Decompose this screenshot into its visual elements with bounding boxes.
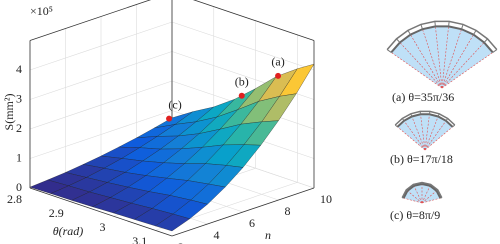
- fan-cable: [403, 197, 423, 204]
- fan-truss: [473, 30, 477, 35]
- fan-membrane: [397, 114, 453, 150]
- surface-patch: [154, 213, 191, 232]
- y-tick-label: 10: [320, 192, 332, 206]
- fan-membrane: [403, 184, 441, 203]
- axis-line: [29, 0, 152, 41]
- fan-cable: [411, 116, 426, 151]
- fan-truss: [386, 20, 498, 51]
- fan-truss: [448, 21, 450, 27]
- fan-truss: [434, 21, 436, 27]
- fan-cable: [424, 126, 453, 151]
- z-tick-label: 0: [16, 180, 22, 194]
- caption: (b) θ=17π/18: [390, 152, 453, 166]
- fan-truss: [412, 184, 415, 186]
- fan-truss: [401, 118, 405, 122]
- caption: (c) θ=8π/9: [390, 208, 440, 222]
- exponent-label: ×10⁵: [30, 4, 53, 18]
- fan-truss: [492, 49, 498, 53]
- fan-truss: [394, 110, 456, 126]
- z-tick-label: 3: [16, 91, 22, 105]
- x-axis-label: θ(rad): [53, 224, 84, 238]
- marker-point: [166, 115, 173, 122]
- fan-truss: [437, 113, 440, 117]
- fan-cable: [403, 120, 426, 151]
- point-label: (b): [235, 74, 249, 88]
- y-tick-label: 6: [249, 216, 255, 230]
- y-tick-label: 8: [285, 204, 291, 218]
- fan-truss: [436, 189, 439, 192]
- fan-cable: [421, 185, 431, 204]
- point-label: (c): [168, 97, 181, 111]
- fan-truss: [407, 30, 411, 35]
- fan-truss: [396, 113, 454, 128]
- fan-cable: [420, 114, 426, 151]
- fan-cable: [424, 116, 439, 151]
- y-axis-label: n: [265, 228, 271, 242]
- fan-cable: [413, 185, 423, 204]
- fan-truss: [394, 124, 398, 128]
- fan-cable: [424, 120, 447, 151]
- fan-membrane: [391, 26, 493, 88]
- axis-line: [171, 187, 315, 237]
- caption: (a) θ=35π/36: [392, 90, 454, 104]
- fan-truss: [405, 189, 408, 192]
- fan-truss: [390, 25, 494, 54]
- marker-point: [238, 92, 245, 99]
- fan-truss: [461, 24, 464, 30]
- fan-truss: [445, 118, 449, 122]
- x-tick-label: 2.8: [7, 192, 22, 206]
- x-tick-label: 3.1: [132, 234, 147, 244]
- x-tick-label: 3: [100, 220, 106, 234]
- x-tick-label: 2.9: [49, 206, 64, 220]
- fan-truss: [396, 38, 401, 43]
- fan-cable: [421, 197, 441, 204]
- z-axis-label: S(mm²): [2, 94, 16, 131]
- fan-cable: [397, 126, 426, 151]
- fan-truss: [420, 24, 423, 30]
- y-tick-label: 4: [214, 228, 220, 242]
- z-tick-label: 4: [16, 62, 22, 76]
- fan-truss: [386, 49, 392, 53]
- y-tick-label: 2: [178, 240, 184, 244]
- axis-line: [29, 187, 173, 237]
- fan-truss: [429, 184, 432, 186]
- fan-truss: [483, 38, 488, 43]
- z-tick-label: 1: [16, 150, 22, 164]
- fan-truss: [452, 124, 456, 128]
- fan-cable: [421, 190, 437, 204]
- grid-line: [171, 21, 315, 71]
- marker-point: [275, 72, 282, 79]
- fan-truss: [410, 113, 413, 117]
- z-tick-label: 2: [16, 121, 22, 135]
- axis-line: [192, 0, 315, 41]
- point-label: (a): [271, 55, 284, 69]
- fan-cable: [424, 114, 430, 151]
- fan-cable: [407, 190, 423, 204]
